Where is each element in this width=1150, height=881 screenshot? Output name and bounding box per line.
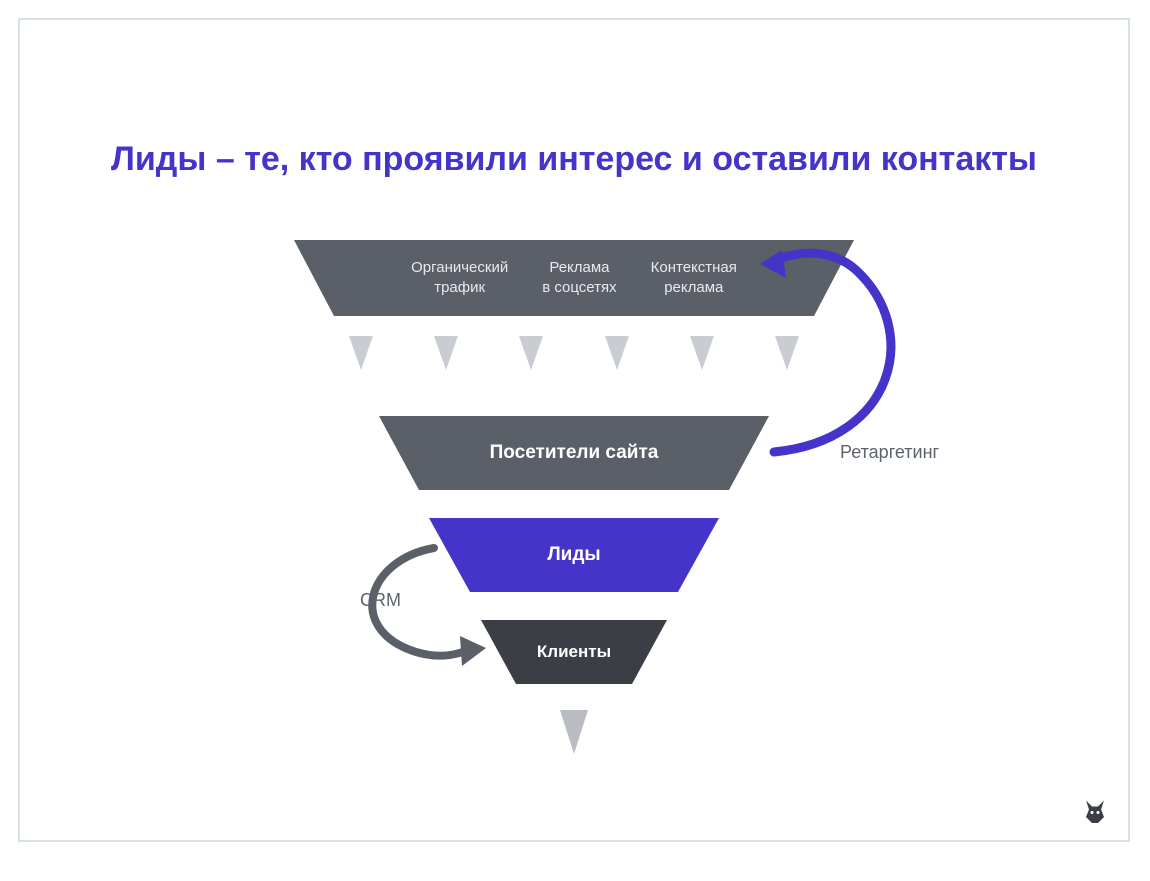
chevron-down-icon xyxy=(519,336,543,370)
retargeting-label: Ретаргетинг xyxy=(840,442,939,463)
funnel-diagram: Органический трафик Реклама в соцсетях К… xyxy=(20,220,1128,840)
slide-frame: Лиды – те, кто проявили интерес и остави… xyxy=(18,18,1130,842)
chevron-down-icon xyxy=(349,336,373,370)
stage-label-leads: Лиды xyxy=(547,544,600,566)
funnel-stage-visitors: Посетители сайта xyxy=(379,416,769,490)
chevron-down-icon xyxy=(690,336,714,370)
stage-label-visitors: Посетители сайта xyxy=(490,442,659,464)
funnel-final-arrow-icon xyxy=(560,710,588,754)
stage-label-clients: Клиенты xyxy=(537,642,611,662)
source-organic: Органический трафик xyxy=(411,258,508,298)
source-social-ads: Реклама в соцсетях xyxy=(542,258,616,298)
slide-title: Лиды – те, кто проявили интерес и остави… xyxy=(20,140,1128,179)
source-context-ads: Контекстная реклама xyxy=(651,258,737,298)
crm-label: CRM xyxy=(360,590,401,611)
source-columns: Органический трафик Реклама в соцсетях К… xyxy=(411,258,737,298)
chevron-down-icon xyxy=(434,336,458,370)
funnel-stage-clients: Клиенты xyxy=(481,620,667,684)
chevron-down-icon xyxy=(605,336,629,370)
husky-logo-icon xyxy=(1080,796,1110,826)
crm-arrow-icon xyxy=(326,520,506,700)
funnel-small-arrows-row xyxy=(349,336,799,370)
